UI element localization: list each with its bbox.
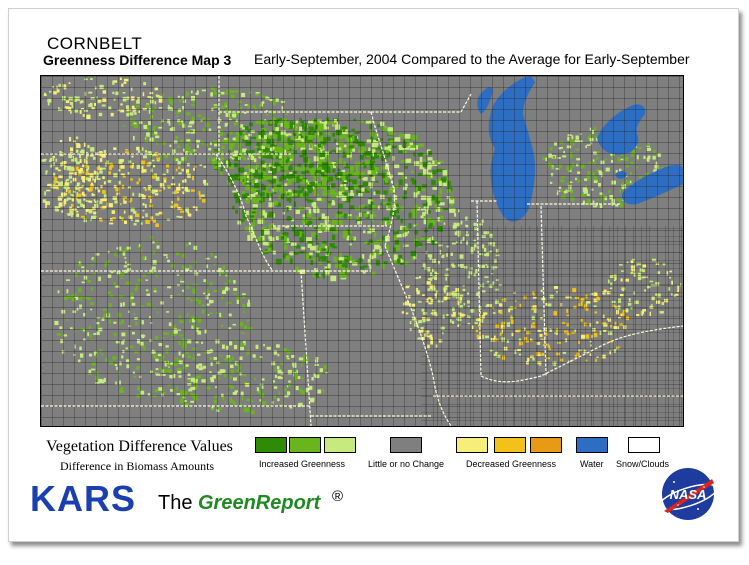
swatch-decrease-mid — [494, 437, 526, 453]
legend-heading: Vegetation Difference Values — [46, 438, 233, 455]
legend-label-snow-clouds: Snow/Clouds — [616, 459, 670, 469]
county-grid-east — [421, 226, 683, 426]
legend-subheading: Difference in Biomass Amounts — [60, 459, 215, 473]
state-borders — [41, 76, 683, 426]
legend-label-water: Water — [580, 459, 604, 469]
map-title: Greenness Difference Map 3 — [43, 52, 232, 68]
map-canvas — [41, 76, 683, 426]
legend-label-no-change: Little or no Change — [368, 459, 445, 469]
in-oh-border — [540, 205, 547, 377]
legend-label-decreased: Decreased Greenness — [466, 459, 557, 469]
greenreport-logo: GreenReport — [198, 492, 321, 514]
svg-text:NASA: NASA — [670, 487, 707, 502]
swatch-increase-mid — [289, 437, 321, 453]
region-title: CORNBELT — [47, 34, 143, 53]
wi-il-border — [371, 93, 472, 113]
ohio-river — [480, 325, 683, 383]
nasa-logo: NASA — [658, 468, 718, 520]
swatch-no-change — [390, 437, 422, 453]
swatch-snow-clouds — [628, 437, 660, 453]
mo-il-river — [384, 245, 452, 426]
legend-label-increased: Increased Greenness — [259, 459, 346, 469]
ne-ia-river — [215, 153, 274, 272]
kars-logo: KARS — [30, 478, 137, 519]
swatch-decrease-low — [456, 437, 488, 453]
swatch-increase-low — [324, 437, 356, 453]
ks-mo-border — [300, 270, 312, 426]
greenness-map — [40, 75, 684, 427]
footer-the: The — [158, 492, 193, 514]
il-in-border — [476, 200, 482, 377]
map-subtitle: Early-September, 2004 Compared to the Av… — [254, 51, 690, 67]
swatch-decrease-high — [530, 437, 562, 453]
swatch-water — [576, 437, 608, 453]
registered-mark: ® — [332, 488, 344, 505]
ia-il-river — [370, 111, 395, 247]
swatch-increase-high — [255, 437, 287, 453]
